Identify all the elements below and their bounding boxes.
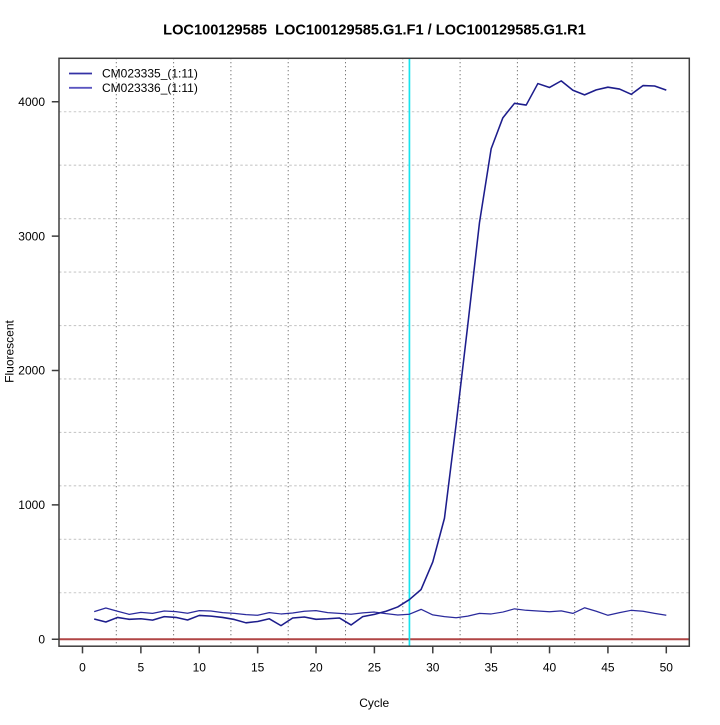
svg-text:50: 50 [660,661,674,675]
svg-text:LOC100129585 LOC100129585.G1.: LOC100129585 LOC100129585.G1.F1 / LOC100… [163,23,586,39]
svg-text:25: 25 [368,661,382,675]
svg-text:3000: 3000 [18,229,45,243]
svg-text:35: 35 [484,661,498,675]
svg-text:Fluorescent: Fluorescent [3,319,17,382]
svg-text:CM023336_(1:11): CM023336_(1:11) [102,81,198,95]
svg-text:0: 0 [79,661,86,675]
svg-text:15: 15 [251,661,265,675]
svg-text:5: 5 [138,661,145,675]
svg-text:Cycle: Cycle [359,696,389,710]
svg-text:10: 10 [193,661,207,675]
svg-text:0: 0 [38,632,45,646]
svg-text:2000: 2000 [18,364,45,378]
svg-text:CM023335_(1:11): CM023335_(1:11) [102,67,198,81]
svg-text:1000: 1000 [18,498,45,512]
svg-text:30: 30 [426,661,440,675]
svg-text:4000: 4000 [18,95,45,109]
svg-text:45: 45 [601,661,615,675]
svg-text:20: 20 [309,661,323,675]
svg-text:40: 40 [543,661,557,675]
